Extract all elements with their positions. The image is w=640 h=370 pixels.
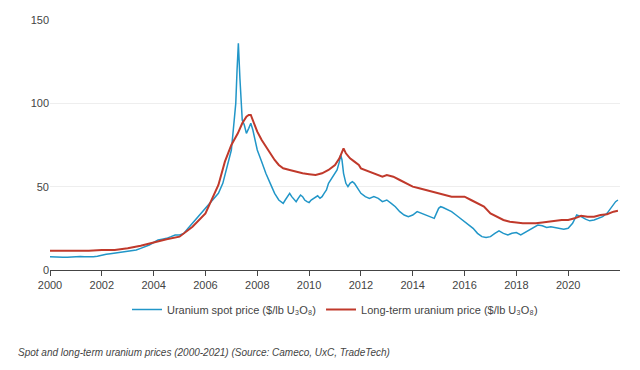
svg-text:2008: 2008 bbox=[245, 279, 269, 291]
svg-text:2016: 2016 bbox=[452, 279, 476, 291]
svg-text:2006: 2006 bbox=[193, 279, 217, 291]
svg-text:2018: 2018 bbox=[504, 279, 528, 291]
svg-text:Spot and long-term uranium pri: Spot and long-term uranium prices (2000-… bbox=[18, 347, 390, 358]
svg-text:2012: 2012 bbox=[349, 279, 373, 291]
svg-text:2004: 2004 bbox=[141, 279, 165, 291]
svg-text:0: 0 bbox=[43, 264, 49, 276]
svg-text:2000: 2000 bbox=[38, 279, 62, 291]
svg-text:150: 150 bbox=[31, 14, 49, 26]
svg-text:2002: 2002 bbox=[90, 279, 114, 291]
svg-text:Uranium spot price ($/lb U₃O₈): Uranium spot price ($/lb U₃O₈) bbox=[167, 304, 316, 316]
svg-text:50: 50 bbox=[37, 181, 49, 193]
svg-text:2014: 2014 bbox=[400, 279, 424, 291]
svg-text:Long-term uranium price ($/lb: Long-term uranium price ($/lb U₃O₈) bbox=[361, 304, 538, 316]
svg-text:2010: 2010 bbox=[297, 279, 321, 291]
svg-text:2020: 2020 bbox=[556, 279, 580, 291]
svg-text:100: 100 bbox=[31, 97, 49, 109]
